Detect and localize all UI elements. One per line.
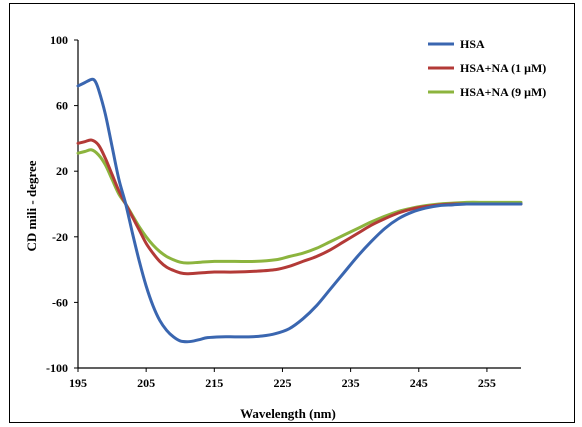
- y-tick-label: 20: [56, 164, 68, 178]
- x-tick-label: 215: [205, 376, 223, 390]
- x-tick-label: 245: [410, 376, 428, 390]
- x-tick-label: 255: [478, 376, 496, 390]
- x-tick-label: 205: [137, 376, 155, 390]
- x-tick-label: 235: [342, 376, 360, 390]
- x-tick-label: 225: [273, 376, 291, 390]
- y-tick-label: -20: [52, 230, 68, 244]
- legend-label-hsa-na-1-m: HSA+NA (1 μM): [460, 61, 546, 75]
- y-axis-title: CD mili - degree: [24, 160, 39, 251]
- y-tick-label: -60: [52, 295, 68, 309]
- y-tick-label: -100: [46, 361, 68, 375]
- x-axis-title: Wavelength (nm): [240, 406, 336, 421]
- legend-label-hsa: HSA: [460, 37, 485, 51]
- y-tick-label: 60: [56, 99, 68, 113]
- legend: HSA HSA+NA (1 μM) HSA+NA (9 μM): [428, 37, 546, 99]
- series-line-hsa-na-9-m: [76, 148, 523, 265]
- series-line-hsa: [76, 77, 523, 344]
- x-tick-label: 195: [69, 376, 87, 390]
- series-line-hsa-na-1-m: [76, 138, 523, 276]
- chart-frame: -100 -60 -20 20 60 100 195 205 215 225 235 245 255 W…: [9, 3, 575, 423]
- legend-label-hsa-na-9-m: HSA+NA (9 μM): [460, 85, 546, 99]
- y-tick-label: 100: [50, 33, 68, 47]
- cd-spectrum-chart: -100 -60 -20 20 60 100 195 205 215 225 235 245 255 W…: [24, 33, 546, 421]
